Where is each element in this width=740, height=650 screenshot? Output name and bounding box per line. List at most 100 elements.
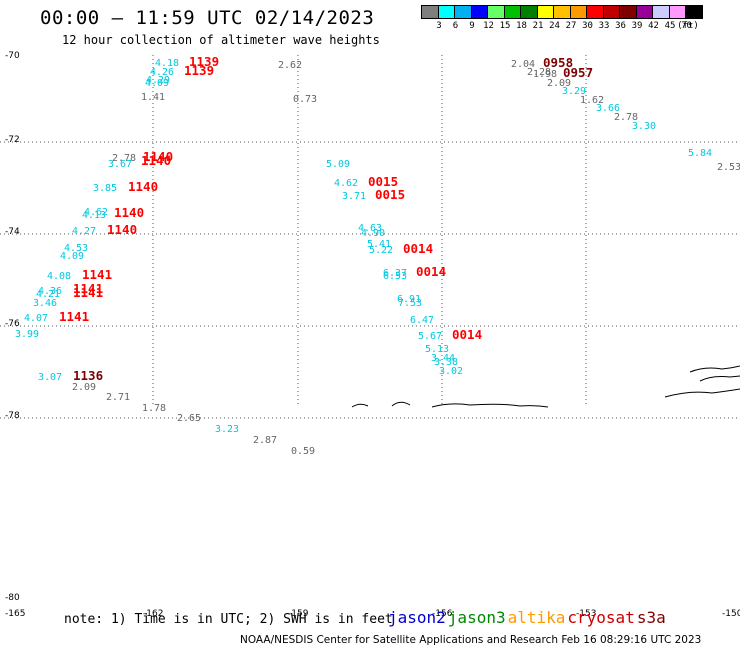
wave-height-value: 4.07 xyxy=(24,313,48,324)
legend-label: 12 xyxy=(483,21,494,31)
wave-height-value: 5.84 xyxy=(688,148,712,159)
map-subtitle: 12 hour collection of altimeter wave hei… xyxy=(62,33,380,47)
coastline xyxy=(351,365,740,408)
pass-time-label: 0015 xyxy=(368,174,398,189)
color-legend xyxy=(421,5,703,19)
grid-lines xyxy=(0,55,740,419)
wave-height-value: 0.59 xyxy=(291,446,315,457)
pass-time-label: 0014 xyxy=(452,327,482,342)
wave-height-value: 3.66 xyxy=(596,103,620,114)
wave-height-value: 5.41 xyxy=(367,239,391,250)
wave-height-value: 3.29 xyxy=(562,86,586,97)
pass-time-label: 1141 xyxy=(73,281,103,296)
pass-time-label: 1140 xyxy=(107,222,137,237)
pass-time-label: 1140 xyxy=(114,205,144,220)
wave-height-value: 2.09 xyxy=(547,78,571,89)
legend-label: 27 xyxy=(565,21,577,31)
wave-height-value: 3.07 xyxy=(38,372,62,383)
latitude-labels: -70 -72 -74 -76 -78 -80 xyxy=(5,51,20,603)
wave-height-value: 6.47 xyxy=(410,315,434,326)
wave-height-value: 1.98 xyxy=(533,69,557,80)
wave-height-value: 4.62 xyxy=(334,178,358,189)
legend-label: 15 xyxy=(499,21,511,31)
pass-time-label: 0957 xyxy=(563,65,593,80)
pass-time-label: 0014 xyxy=(416,264,446,279)
wave-height-value: 4.08 xyxy=(47,271,71,282)
pass-time-label: 1140 xyxy=(128,179,158,194)
satellite-cryosat: cryosat xyxy=(567,608,635,627)
wave-height-value: 6.37 xyxy=(383,268,407,279)
wave-height-value: 4.26 xyxy=(150,67,174,78)
longitude-tick-label: -165 xyxy=(5,609,25,619)
pass-time-label: 1136 xyxy=(73,368,103,383)
wave-height-value: 3.30 xyxy=(632,121,656,132)
wave-height-value: 2.53 xyxy=(717,162,740,173)
wave-height-value: 4.90 xyxy=(361,228,385,239)
longitude-tick-label: -150 xyxy=(722,609,740,619)
pass-time-label: 1141 xyxy=(59,309,89,324)
satellite-legend: jason2 jason3 altika cryosat s3a xyxy=(388,608,668,627)
satellite-jason2: jason2 xyxy=(388,608,446,627)
wave-height-value: 2.87 xyxy=(253,435,277,446)
pass-time-label: 1139 xyxy=(184,63,214,78)
legend-label: 21 xyxy=(532,21,544,31)
map-title: 00:00 — 11:59 UTC 02/14/2023 xyxy=(40,7,375,29)
wave-height-value: 2.04 xyxy=(511,59,535,70)
wave-height-value: 5.67 xyxy=(418,331,442,342)
wave-height-value: 3.38 xyxy=(434,357,458,368)
wave-height-value: 6.91 xyxy=(397,294,421,305)
coastline-segment xyxy=(664,388,740,398)
wave-height-value: 5.22 xyxy=(369,245,393,256)
legend-label: 24 xyxy=(549,21,560,31)
wave-height-value: 0.73 xyxy=(293,94,317,105)
units-note: note: 1) Time is in UTC; 2) SWH is in fe… xyxy=(64,612,393,627)
wave-height-value: 4.63 xyxy=(358,223,382,234)
wave-height-value: 4.09 xyxy=(145,78,169,89)
legend-label: 70 xyxy=(681,21,692,31)
satellite-s3a: s3a xyxy=(636,608,666,627)
wave-height-value: 3.67 xyxy=(108,159,132,170)
footer-credit: NOAA/NESDIS Center for Satellite Applica… xyxy=(240,634,702,646)
pass-time-label: 1140 xyxy=(143,149,173,164)
legend-label: 30 xyxy=(582,21,593,31)
wave-height-value: 1.62 xyxy=(580,95,604,106)
wave-height-value: 4.09 xyxy=(60,251,84,262)
latitude-tick-label: -74 xyxy=(5,227,20,237)
legend-label: 45 xyxy=(664,21,676,31)
longitude-labels: -165 -162 -159 -156 -153 -150 xyxy=(5,609,740,619)
latitude-tick-label: -72 xyxy=(5,135,20,145)
coastline-segment xyxy=(689,365,740,373)
coastline-segment xyxy=(391,401,411,407)
wave-height-value: 2.09 xyxy=(72,382,96,393)
latitude-tick-label: -76 xyxy=(5,319,20,329)
wave-height-value: 4.53 xyxy=(64,243,88,254)
legend-label: 6 xyxy=(452,21,459,31)
legend-label: 39 xyxy=(631,21,643,31)
pass-time-label: 0015 xyxy=(375,187,405,202)
legend-label: 18 xyxy=(516,21,527,31)
wave-height-value: 7.53 xyxy=(398,298,422,309)
wave-height-value: 3.46 xyxy=(33,298,57,309)
pass-time-label: 1141 xyxy=(73,285,103,300)
coastline-segment xyxy=(699,375,740,382)
latitude-tick-label: -70 xyxy=(5,51,20,61)
longitude-tick-label: -162 xyxy=(143,609,163,619)
wave-height-value: 5.09 xyxy=(326,159,350,170)
wave-height-value: 2.71 xyxy=(106,392,130,403)
wave-height-value: 4.36 xyxy=(38,286,62,297)
wave-height-value: 3.02 xyxy=(439,366,463,377)
wave-height-value: 6.53 xyxy=(383,271,407,282)
pass-time-label: 1139 xyxy=(189,54,219,69)
wave-height-value: 3.99 xyxy=(15,329,39,340)
wave-height-value: 2.78 xyxy=(112,153,136,164)
pass-time-label: 1141 xyxy=(82,267,112,282)
wave-height-value: 4.18 xyxy=(155,58,179,69)
wave-height-value: 4.29 xyxy=(146,75,170,86)
coastline-segment xyxy=(431,403,549,408)
pass-time-label: 1140 xyxy=(141,153,171,168)
legend-swatch xyxy=(685,5,703,19)
wave-height-value: 4.13 xyxy=(82,210,106,221)
wave-height-value: 4.27 xyxy=(72,226,96,237)
wave-height-value: 2.65 xyxy=(177,413,201,424)
wave-height-value: 3.71 xyxy=(342,191,366,202)
